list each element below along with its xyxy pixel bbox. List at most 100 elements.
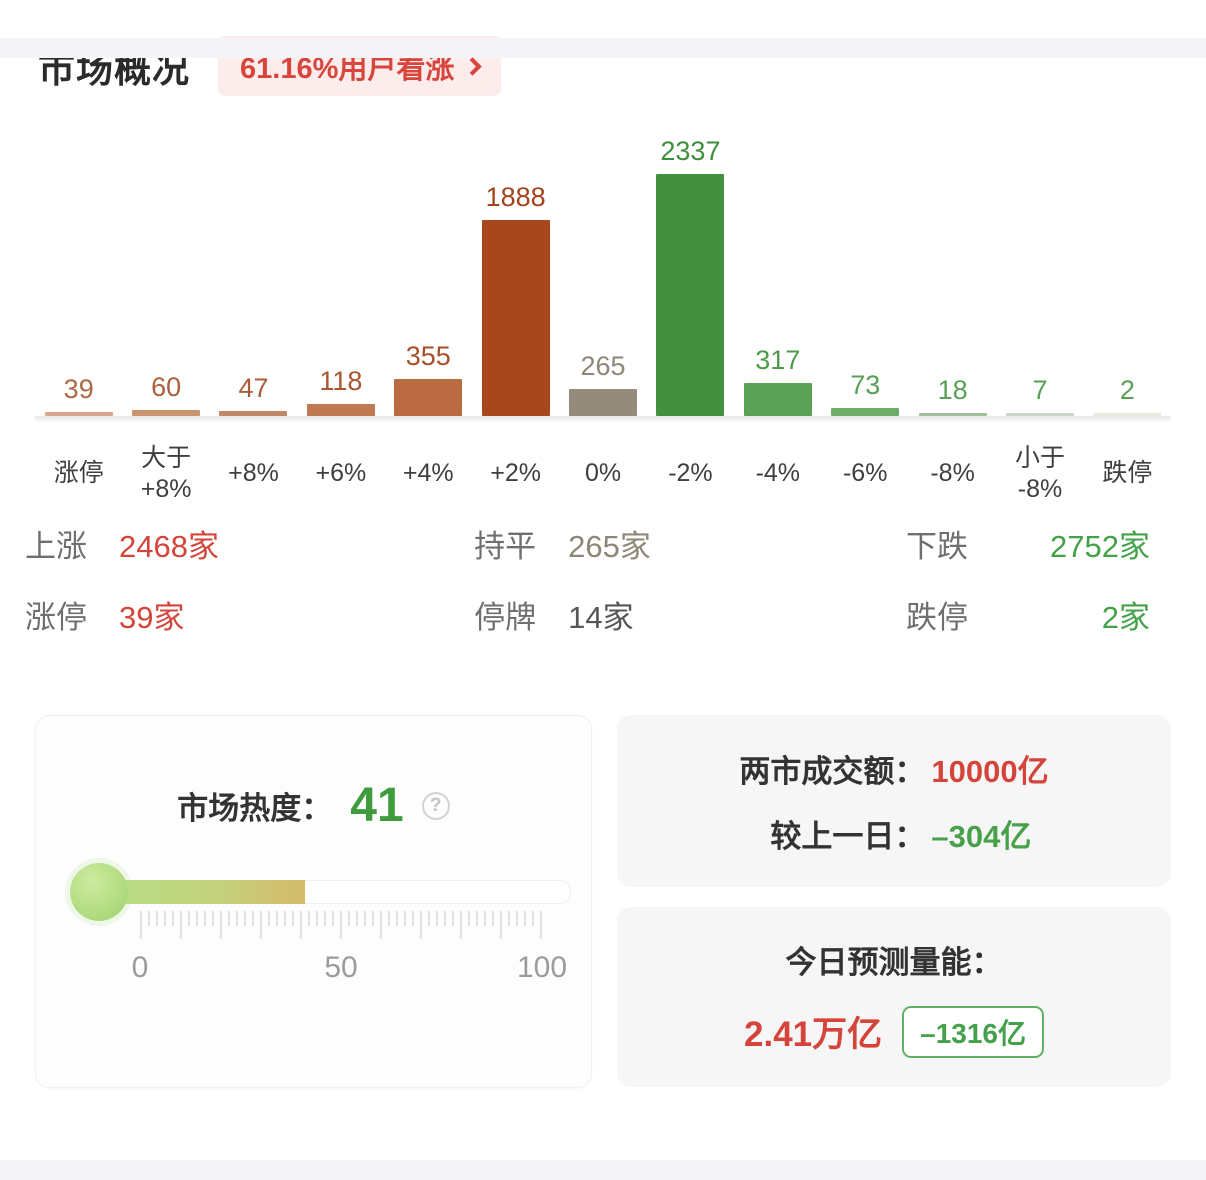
- chart-column: 1888: [472, 182, 559, 416]
- bar-value-label: 2337: [660, 136, 721, 166]
- ruler-tick: [260, 911, 262, 939]
- ruler-tick: [420, 911, 422, 939]
- ruler-tick: [428, 911, 430, 926]
- market-summary: 上涨 2468家 涨停 39家 持平 265家 停牌 14家 下跌 2752家 跌停 2家: [25, 521, 1150, 637]
- heat-value: 41: [350, 779, 404, 832]
- axis-label: 小于 -8%: [1014, 443, 1065, 503]
- bar-value-label: 7: [1032, 375, 1048, 405]
- chart-column: 2: [1084, 375, 1171, 416]
- summary-group: 持平 265家 停牌 14家: [474, 521, 651, 637]
- chart-column: 265: [559, 351, 646, 416]
- ruler-tick: [436, 911, 438, 926]
- ruler-tick: [484, 911, 486, 926]
- chart-column: 7: [996, 375, 1083, 416]
- bar-value-label: 118: [319, 366, 363, 396]
- summary-group: 下跌 2752家 跌停 2家: [906, 521, 1150, 637]
- ruler-tick: [324, 911, 326, 926]
- ruler-tick: [140, 911, 142, 939]
- ruler-tick: [492, 911, 494, 926]
- bar: [656, 174, 725, 416]
- axis-label: +8%: [228, 459, 279, 488]
- ruler-tick: [500, 911, 502, 939]
- chart-column: 317: [734, 345, 821, 416]
- bar-value-label: 47: [238, 373, 269, 403]
- ruler-tick: [396, 911, 398, 926]
- turnover-label: 两市成交额：: [739, 754, 926, 789]
- bar-value-label: 1888: [485, 182, 546, 212]
- ruler-tick: [284, 911, 286, 926]
- chart-column: 355: [385, 341, 472, 416]
- ruler-tick: [252, 911, 254, 926]
- turnover-stats: 两市成交额： 10000亿 较上一日： –304亿: [739, 746, 1048, 856]
- ruler-tick: [188, 911, 190, 926]
- summary-value: 39家: [119, 600, 185, 635]
- ruler-tick: [364, 911, 366, 926]
- bar-value-label: 73: [850, 370, 881, 400]
- bottom-panels: 市场热度： 41 ? 0 50 100 两市成交额： 10000亿 较上一日： –304亿…: [35, 715, 1171, 1088]
- bar: [831, 408, 900, 416]
- ruler-tick: [340, 911, 342, 939]
- ruler-tick: [268, 911, 270, 926]
- ruler-tick: [468, 911, 470, 926]
- summary-label: 持平: [474, 529, 537, 564]
- bar: [918, 413, 987, 416]
- ruler-tick: [164, 911, 166, 926]
- chevron-right-icon: [463, 56, 483, 76]
- ruler-tick: [308, 911, 310, 926]
- gauge-track: [99, 880, 571, 904]
- bar-value-label: 355: [405, 341, 451, 371]
- axis-label: -6%: [842, 459, 888, 488]
- help-icon[interactable]: ?: [421, 791, 450, 820]
- gauge-scale-labels: 0 50 100: [132, 951, 567, 987]
- heat-label: 市场热度：: [177, 791, 333, 826]
- chart-column: 47: [210, 373, 297, 416]
- ruler-tick: [532, 911, 534, 926]
- ruler-tick: [372, 911, 374, 926]
- bar-value-label: 2: [1119, 375, 1135, 405]
- summary-label: 上涨: [25, 529, 87, 564]
- gauge-bulb: [70, 863, 128, 921]
- ruler-tick: [524, 911, 526, 926]
- turnover-value: –304亿: [931, 819, 1032, 854]
- summary-value: 2家: [1101, 600, 1150, 635]
- bar: [44, 412, 113, 416]
- bar-value-label: 39: [63, 374, 94, 404]
- ruler-tick: [148, 911, 150, 926]
- chart-column: 118: [297, 366, 384, 416]
- ruler-tick: [196, 911, 198, 926]
- forecast-label: 今日预测量能：: [785, 944, 1003, 980]
- ruler-tick: [380, 911, 382, 939]
- ruler-tick: [516, 911, 518, 926]
- turnover-panel: 两市成交额： 10000亿 较上一日： –304亿: [617, 715, 1171, 887]
- top-divider: [0, 38, 1206, 58]
- ruler-tick: [412, 911, 414, 926]
- chart-axis-labels: 涨停 大于 +8% +8% +6% +4% +2% 0% -2% -4% -6% -8% 小于 -8%…: [35, 433, 1171, 515]
- ruler-tick: [292, 911, 294, 926]
- gauge-fill: [99, 880, 305, 904]
- summary-value: 14家: [568, 600, 634, 635]
- forecast-value: 2.41万亿: [744, 1015, 883, 1054]
- chart-column: 39: [35, 374, 122, 416]
- axis-label: -4%: [755, 459, 801, 488]
- ruler-tick: [180, 911, 182, 939]
- axis-label: -8%: [930, 459, 975, 488]
- gauge-scale-label: 0: [131, 951, 149, 984]
- bar-value-label: 18: [937, 375, 968, 405]
- gauge-scale-label: 50: [324, 951, 358, 984]
- bar: [306, 404, 375, 416]
- bar-value-label: 60: [151, 372, 182, 402]
- axis-label: 涨停: [53, 459, 104, 488]
- ruler-tick: [204, 911, 206, 926]
- turnover-value: 10000亿: [931, 754, 1049, 789]
- ruler-tick: [228, 911, 230, 926]
- ruler-tick: [508, 911, 510, 926]
- bar: [1093, 413, 1162, 416]
- bar-value-label: 265: [580, 351, 626, 381]
- ruler-tick: [404, 911, 406, 926]
- axis-label: +2%: [490, 459, 542, 488]
- axis-label: +4%: [402, 459, 454, 488]
- gauge-scale-label: 100: [516, 951, 568, 984]
- axis-label: 0%: [584, 459, 622, 488]
- summary-label: 停牌: [474, 600, 537, 635]
- bar: [394, 379, 463, 416]
